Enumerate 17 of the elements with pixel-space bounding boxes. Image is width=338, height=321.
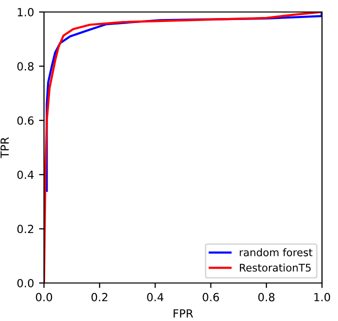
line-series [46,12,322,192]
x-tick-label: 0.8 [258,292,274,302]
x-tick-label: 1.0 [314,292,330,302]
y-tick-label: 0.0 [17,278,34,288]
x-tick-label: 0.4 [147,292,164,302]
x-axis-title: FPR [174,309,194,318]
x-tick-label: 0.6 [202,292,219,302]
x-tick-label: 0.2 [92,292,108,302]
y-tick-label: 1.0 [18,8,34,16]
x-tick-label: 0.0 [36,292,52,302]
y-tick-label: 0.6 [17,116,34,125]
y-tick-label: 0.4 [17,170,34,179]
y-tick-label: 0.8 [17,62,34,71]
y-axis-title: TPR [0,137,9,158]
legend-label: random forest [240,248,312,256]
y-tick-label: 0.2 [17,224,34,234]
legend-label: RestorationT5 [240,264,311,272]
